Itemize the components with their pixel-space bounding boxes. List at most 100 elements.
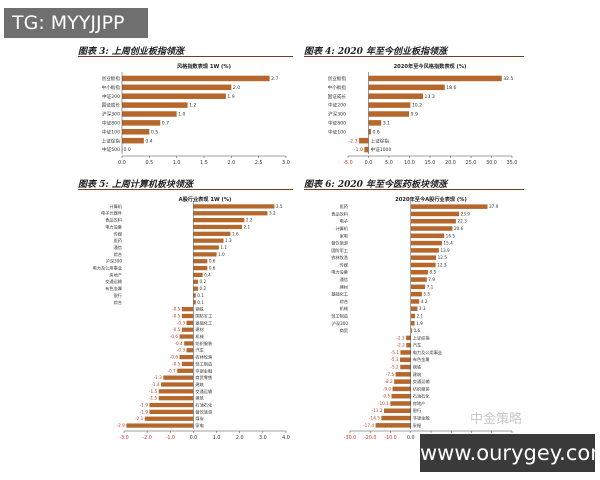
bar xyxy=(193,231,231,236)
bar xyxy=(410,284,426,290)
bar xyxy=(193,238,224,243)
category-label: 建筑 xyxy=(195,395,204,402)
bar xyxy=(193,211,268,216)
bar xyxy=(181,361,194,367)
bar xyxy=(193,252,217,257)
bar xyxy=(149,402,194,408)
value-label: -0.6 xyxy=(170,334,179,339)
bar xyxy=(181,327,194,332)
value-label: 0.6 xyxy=(413,328,420,333)
category-label: 有色金属 xyxy=(413,356,430,363)
category-label: 银行 xyxy=(114,292,122,299)
bar xyxy=(122,129,150,135)
bar xyxy=(193,279,199,284)
x-tick-label: -20.0 xyxy=(364,435,376,441)
category-label: 上证综指 xyxy=(413,334,430,341)
bar xyxy=(375,423,411,428)
bar xyxy=(368,84,445,91)
value-label: 3.2 xyxy=(269,211,276,216)
bar xyxy=(400,364,411,370)
value-label: -2.3 xyxy=(396,335,405,340)
bar xyxy=(410,248,439,253)
bar xyxy=(368,75,502,82)
category-label: 房地产 xyxy=(109,271,122,278)
value-label: -5.3 xyxy=(390,357,399,362)
value-label: 13.3 xyxy=(425,94,435,100)
category-label: 建材 xyxy=(340,283,348,290)
bar xyxy=(122,84,232,91)
bar-chart-1: 风格指数表现 1W (%) 创业板指 2.7 中小板指 2.0 中证200 1.9 国证成长 1… xyxy=(102,62,290,166)
bar xyxy=(177,368,194,373)
x-tick-label: 0.5 xyxy=(146,160,154,166)
category-label: 综合 xyxy=(114,299,123,306)
value-label: -14.5 xyxy=(369,416,380,421)
category-label: 中证200 xyxy=(328,102,346,109)
x-tick-label: 15.0 xyxy=(425,160,436,166)
category-label: 通信 xyxy=(114,244,122,251)
value-label: 37.9 xyxy=(489,204,499,209)
bar xyxy=(186,348,194,353)
value-label: 0.7 xyxy=(162,120,169,126)
value-label: -0.5 xyxy=(172,361,181,366)
bar xyxy=(181,313,194,319)
bar xyxy=(400,350,411,355)
category-label: 上证综指 xyxy=(102,137,121,144)
category-label: 国证成长 xyxy=(102,102,121,109)
bar xyxy=(368,102,411,108)
bar xyxy=(400,357,411,363)
category-label: 基础化工 xyxy=(331,291,348,298)
value-label: -0.5 xyxy=(172,327,181,332)
value-label: -1.5 xyxy=(149,396,158,401)
category-label: 中证100 xyxy=(102,128,120,135)
category-label: 家电 xyxy=(340,232,349,238)
bar xyxy=(184,341,194,346)
category-label: 沪深300 xyxy=(106,258,123,265)
bar xyxy=(122,137,144,144)
value-label: 2.2 xyxy=(246,218,253,223)
bar xyxy=(390,401,411,406)
category-label: 中证1000 xyxy=(371,146,392,153)
bar xyxy=(410,306,418,311)
panel-title-1: 图表 3: 上周创业板指领涨 xyxy=(78,47,184,57)
bar xyxy=(163,375,194,380)
category-label: 采掘 xyxy=(413,422,421,429)
value-label: -1.0 xyxy=(354,147,363,153)
category-label: 电力设备 xyxy=(105,223,123,230)
value-label: 23.9 xyxy=(461,211,471,216)
category-label: 建筑 xyxy=(413,371,422,378)
bar xyxy=(410,262,436,268)
category-label: 餐饮旅游 xyxy=(195,408,213,415)
category-label: 国防军工 xyxy=(331,247,348,254)
category-label: 轻工制造 xyxy=(195,360,213,367)
value-label: -0.3 xyxy=(177,320,186,325)
category-label: 电子 xyxy=(340,218,348,224)
bar xyxy=(381,415,411,421)
value-label: -17.4 xyxy=(363,423,374,428)
category-label: 钢铁 xyxy=(195,306,204,313)
x-tick-label: 35.0 xyxy=(507,160,518,166)
bar xyxy=(186,320,194,325)
bar xyxy=(406,342,411,348)
bar xyxy=(410,328,412,333)
bar xyxy=(122,111,177,117)
bar xyxy=(368,111,410,117)
bar xyxy=(384,408,411,414)
category-label: 中证500 xyxy=(102,146,120,153)
value-label: 1.0 xyxy=(178,112,185,118)
value-label: 0.6 xyxy=(209,259,216,264)
x-tick-label: 3.0 xyxy=(282,160,290,166)
bar xyxy=(179,334,194,339)
bar xyxy=(193,204,275,209)
category-label: 煤炭 xyxy=(195,415,203,422)
category-label: 计算机 xyxy=(335,225,348,232)
panel-title-4: 图表 6: 2020 年至今医药板块领涨 xyxy=(304,180,448,190)
value-label: 8.5 xyxy=(429,270,436,275)
value-label: -0.5 xyxy=(172,313,181,318)
value-label: 0.2 xyxy=(200,286,207,291)
category-label: 机械 xyxy=(340,305,349,312)
value-label: -1.5 xyxy=(149,389,158,394)
bar xyxy=(193,224,243,230)
category-label: 商贸 xyxy=(340,327,348,334)
bar xyxy=(392,386,411,392)
value-label: -1.9 xyxy=(140,403,149,408)
